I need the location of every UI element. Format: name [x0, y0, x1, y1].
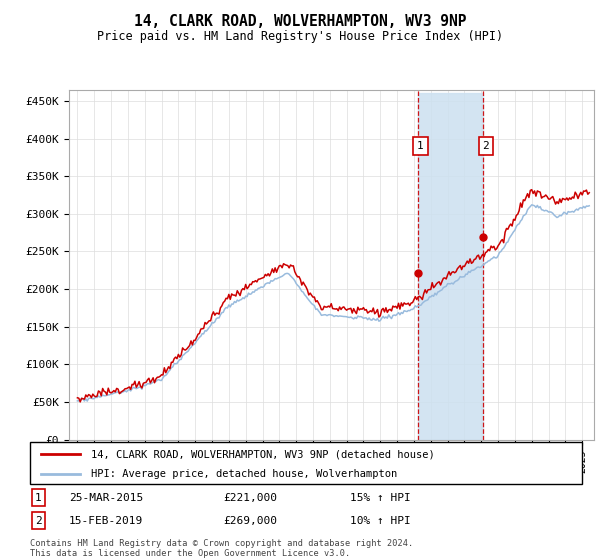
Text: 10% ↑ HPI: 10% ↑ HPI	[350, 516, 411, 525]
Text: 25-MAR-2015: 25-MAR-2015	[68, 493, 143, 503]
Text: HPI: Average price, detached house, Wolverhampton: HPI: Average price, detached house, Wolv…	[91, 469, 397, 479]
Text: Contains HM Land Registry data © Crown copyright and database right 2024.
This d: Contains HM Land Registry data © Crown c…	[30, 539, 413, 558]
Text: 2: 2	[35, 516, 41, 525]
Text: 15-FEB-2019: 15-FEB-2019	[68, 516, 143, 525]
Text: Price paid vs. HM Land Registry's House Price Index (HPI): Price paid vs. HM Land Registry's House …	[97, 30, 503, 43]
Text: 14, CLARK ROAD, WOLVERHAMPTON, WV3 9NP: 14, CLARK ROAD, WOLVERHAMPTON, WV3 9NP	[134, 14, 466, 29]
Text: £221,000: £221,000	[223, 493, 277, 503]
FancyBboxPatch shape	[30, 442, 582, 484]
Text: £269,000: £269,000	[223, 516, 277, 525]
Text: 1: 1	[417, 141, 424, 151]
Text: 15% ↑ HPI: 15% ↑ HPI	[350, 493, 411, 503]
Text: 14, CLARK ROAD, WOLVERHAMPTON, WV3 9NP (detached house): 14, CLARK ROAD, WOLVERHAMPTON, WV3 9NP (…	[91, 449, 434, 459]
Text: 2: 2	[482, 141, 489, 151]
Text: 1: 1	[35, 493, 41, 503]
